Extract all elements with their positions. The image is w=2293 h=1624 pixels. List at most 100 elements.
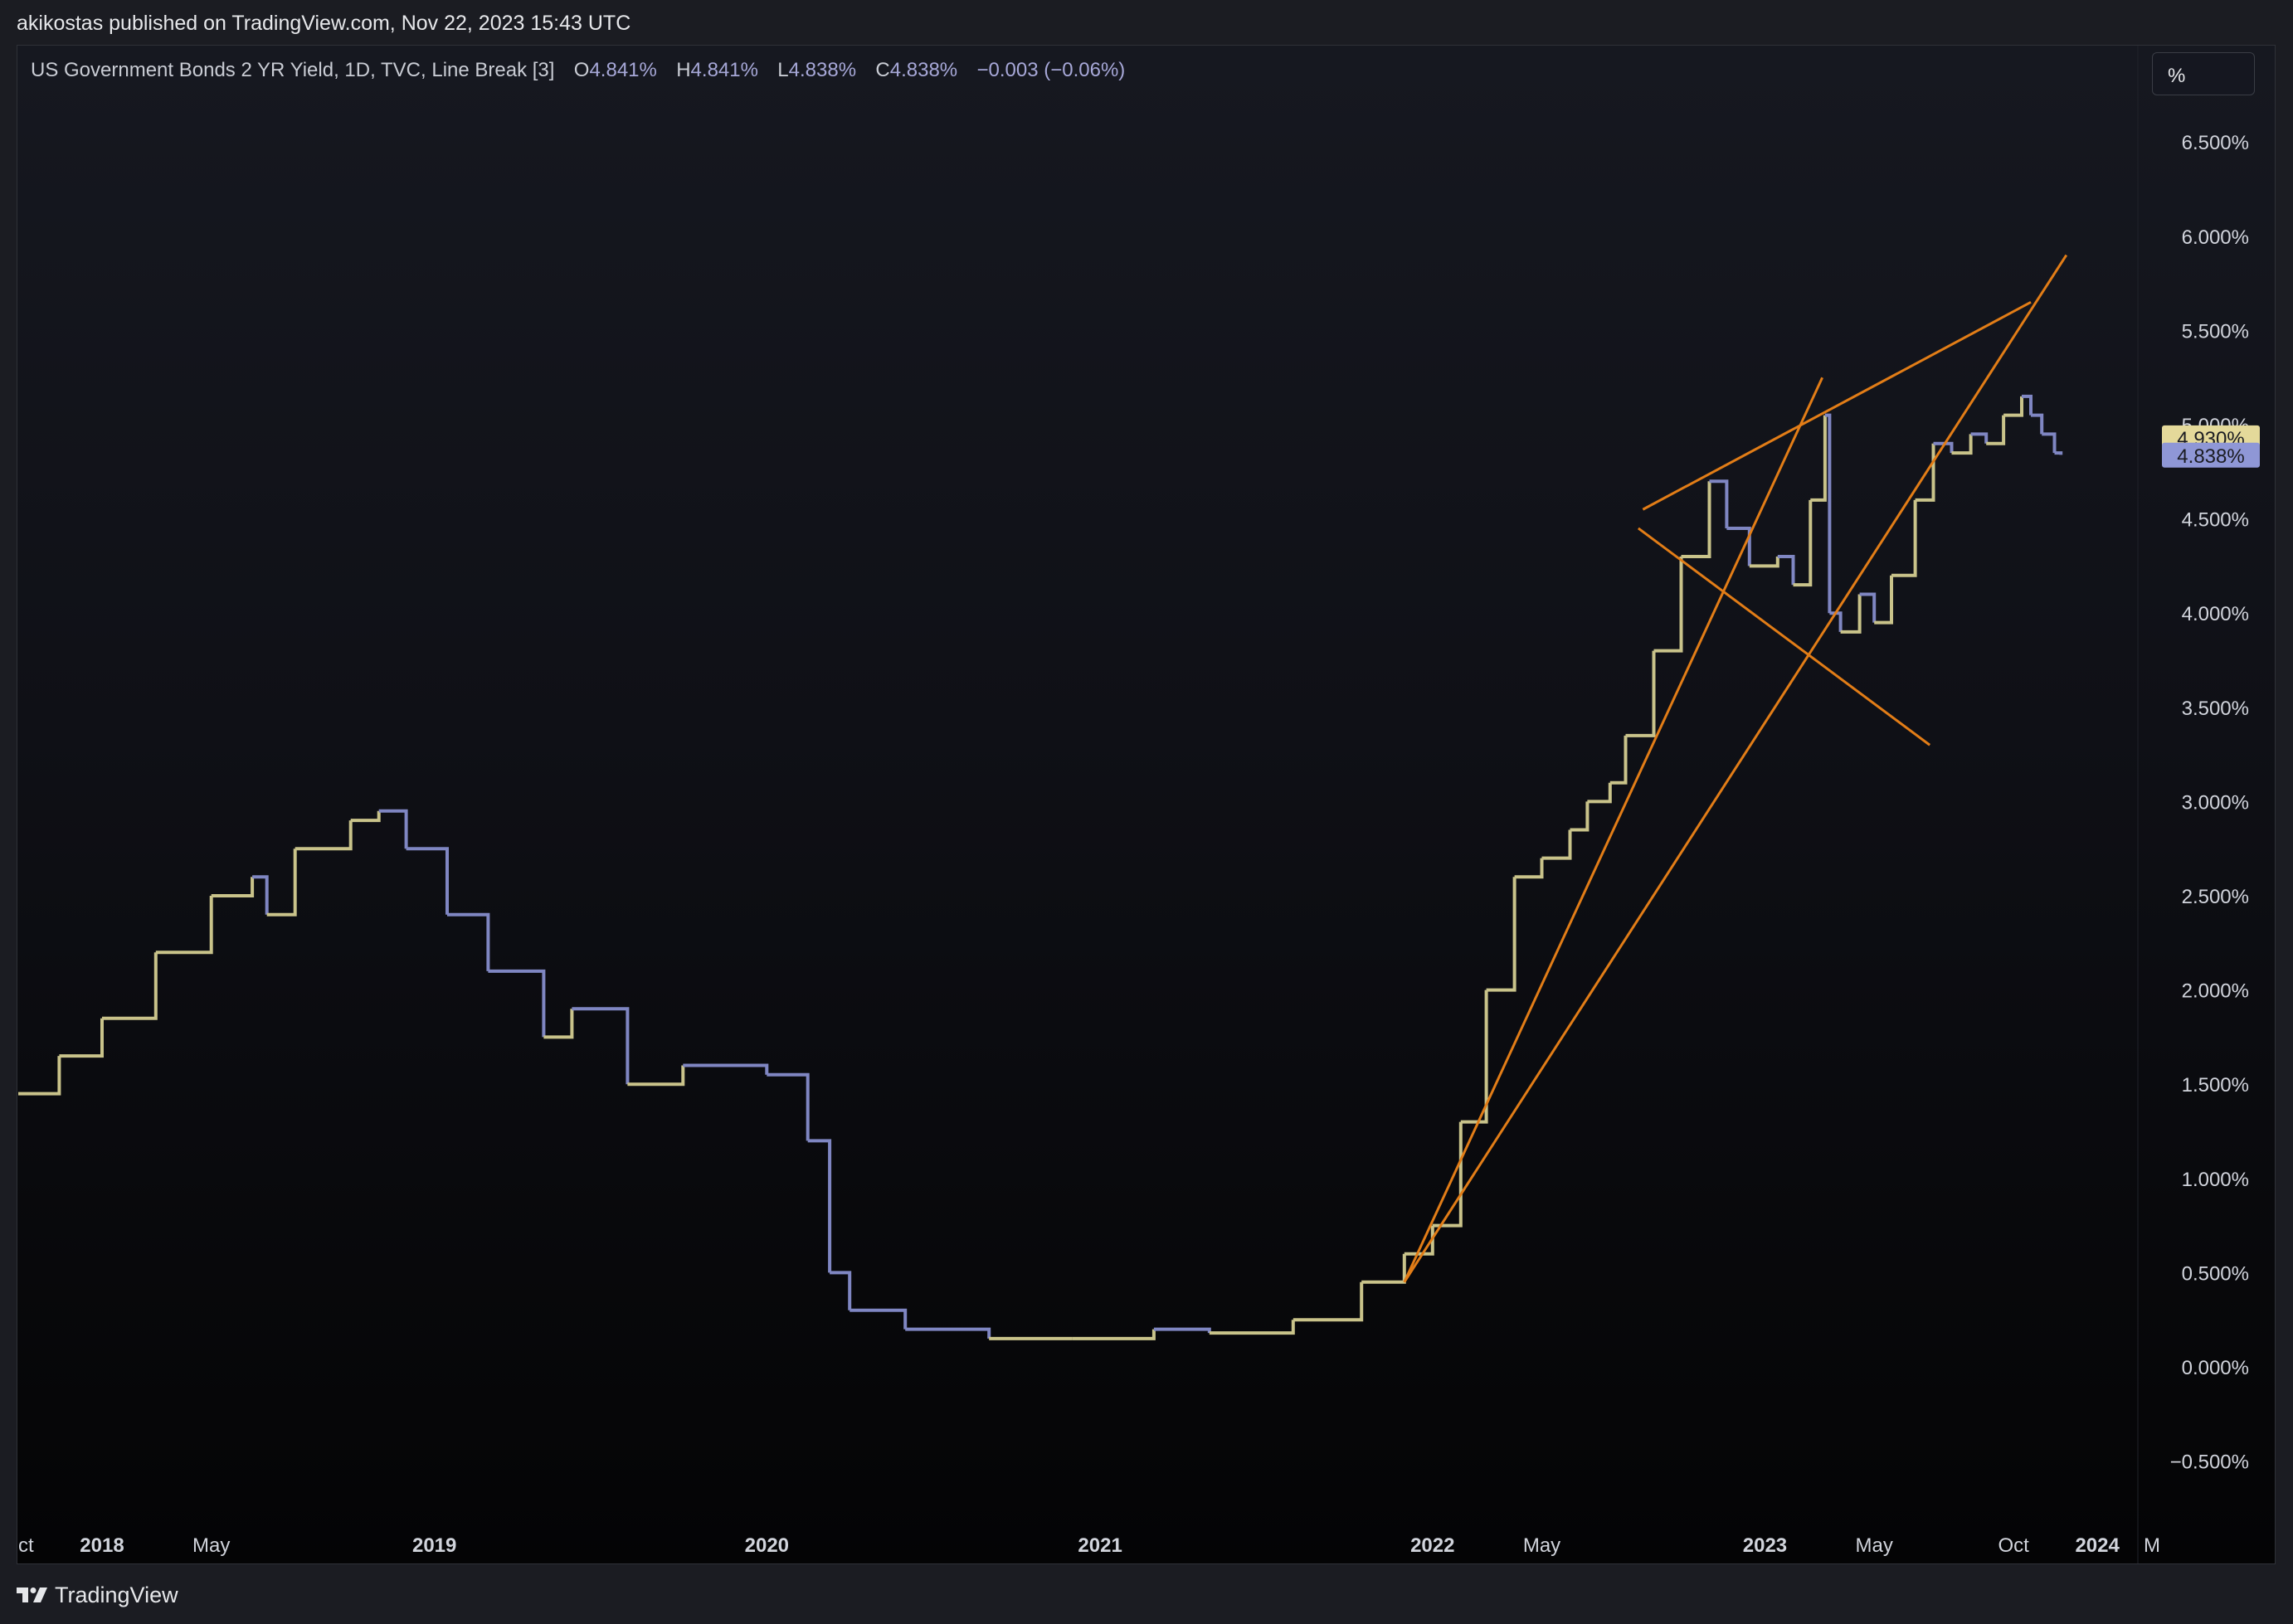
price-segment [1361, 1253, 1406, 1284]
last-price-label: 4.838% [2177, 445, 2244, 468]
trendline[interactable] [1403, 377, 1823, 1283]
price-segment [350, 810, 381, 823]
price-segment [1810, 415, 1827, 502]
percent-scale-button[interactable]: % [2152, 52, 2255, 95]
trendline[interactable] [1642, 300, 2032, 511]
x-tick-label: 2020 [745, 1534, 789, 1557]
x-tick-label: 2021 [1078, 1534, 1122, 1557]
trendline[interactable] [1403, 254, 2068, 1283]
price-segment [1777, 555, 1795, 586]
price-segment [807, 1139, 832, 1273]
y-tick-label: 3.000% [2182, 791, 2249, 814]
high-label: H [676, 59, 691, 81]
tradingview-logo-icon [17, 1588, 47, 1602]
price-segment [1859, 592, 1877, 623]
footer-brand-name: TradingView [55, 1582, 178, 1607]
y-tick-label: 1.500% [2182, 1074, 2249, 1096]
price-segment [1951, 434, 1973, 455]
price-segment [252, 875, 269, 915]
y-tick-label: 1.000% [2182, 1169, 2249, 1191]
price-segment [1404, 1225, 1434, 1256]
close-value: 4.838% [889, 59, 958, 81]
low-value: 4.838% [788, 59, 857, 81]
price-segment [830, 1271, 852, 1310]
y-tick-label: 6.500% [2182, 132, 2249, 154]
price-segment [1726, 527, 1751, 566]
y-tick-label: 4.500% [2182, 509, 2249, 532]
y-tick-label: 2.500% [2182, 886, 2249, 908]
y-tick-label: 5.500% [2182, 320, 2249, 343]
price-segment [1970, 432, 1989, 444]
price-segment [683, 1063, 769, 1075]
y-tick-label: 6.000% [2182, 226, 2249, 249]
x-tick-label: Oct [1998, 1534, 2029, 1557]
high-value: 4.841% [690, 59, 758, 81]
symbol-title[interactable]: US Government Bonds 2 YR Yield, 1D, TVC,… [31, 59, 555, 81]
price-segment [1874, 575, 1893, 625]
trendline[interactable] [1637, 527, 1931, 746]
price-segment [102, 952, 158, 1020]
price-segment [1749, 557, 1779, 568]
close-label: C [875, 59, 890, 81]
price-segment [447, 912, 490, 971]
price-segment [295, 820, 353, 851]
open-label: O [573, 59, 590, 81]
price-segment [406, 847, 449, 915]
x-tick-label: May [192, 1534, 230, 1557]
price-segment [59, 1018, 104, 1058]
price-segment [1793, 499, 1813, 587]
price-segment [1891, 499, 1917, 577]
price-segment [18, 1056, 61, 1096]
price-segment [1209, 1320, 1295, 1335]
price-segment [2042, 432, 2057, 454]
price-segment [905, 1327, 991, 1339]
price-segment [1986, 415, 2006, 445]
price-segment [211, 877, 255, 897]
price-segment [1514, 858, 1544, 879]
price-segment [1829, 611, 1843, 632]
price-segment [767, 1072, 810, 1141]
price-segment [1840, 594, 1862, 634]
price-segment [1709, 479, 1729, 528]
price-segment [1460, 989, 1488, 1124]
price-segment [1072, 1329, 1156, 1340]
price-segment [2022, 394, 2033, 416]
price-segment [1486, 877, 1516, 992]
price-segment [1609, 735, 1628, 785]
price-segment [1824, 413, 1832, 614]
x-tick-label: 2023 [1743, 1534, 1787, 1557]
chart-canvas[interactable]: 6.500%6.000%5.500%5.000%4.500%4.000%3.50… [17, 46, 2276, 1564]
footer-bar: TradingView [0, 1564, 2293, 1624]
price-segment [627, 1065, 685, 1087]
y-tick-label: 4.000% [2182, 603, 2249, 625]
price-segment [1541, 829, 1572, 860]
y-tick-label: −0.500% [2170, 1451, 2249, 1474]
price-segment [1587, 782, 1612, 804]
price-segment [1933, 441, 1954, 454]
price-segment [1915, 443, 1935, 502]
last-price-badge-down [2162, 442, 2260, 468]
chart-panel[interactable]: 6.500%6.000%5.500%5.000%4.500%4.000%3.50… [17, 45, 2276, 1564]
change-value: −0.003 (−0.06%) [976, 59, 1126, 81]
price-segment [378, 809, 408, 849]
price-segment [1570, 801, 1590, 832]
x-tick-label: May [1523, 1534, 1560, 1557]
y-tick-label: 0.500% [2182, 1262, 2249, 1285]
tradingview-logo[interactable]: TradingView [17, 1583, 178, 1607]
x-tick-label: 2019 [412, 1534, 456, 1557]
price-segment [2031, 413, 2044, 435]
x-tick-label: M [2144, 1534, 2160, 1557]
symbol-legend[interactable]: US Government Bonds 2 YR Yield, 1D, TVC,… [31, 59, 1125, 82]
price-segment [488, 969, 546, 1038]
price-segment [1625, 650, 1656, 737]
price-segment [2054, 451, 2063, 455]
low-label: L [777, 59, 789, 81]
open-value: 4.841% [589, 59, 657, 81]
y-tick-label: 0.000% [2182, 1357, 2249, 1379]
price-segment [2003, 396, 2023, 417]
price-segment [1681, 481, 1711, 558]
x-tick-label: Oct [17, 1534, 34, 1557]
x-tick-label: May [1856, 1534, 1893, 1557]
price-segment [850, 1308, 908, 1330]
y-tick-label: 2.000% [2182, 980, 2249, 1003]
